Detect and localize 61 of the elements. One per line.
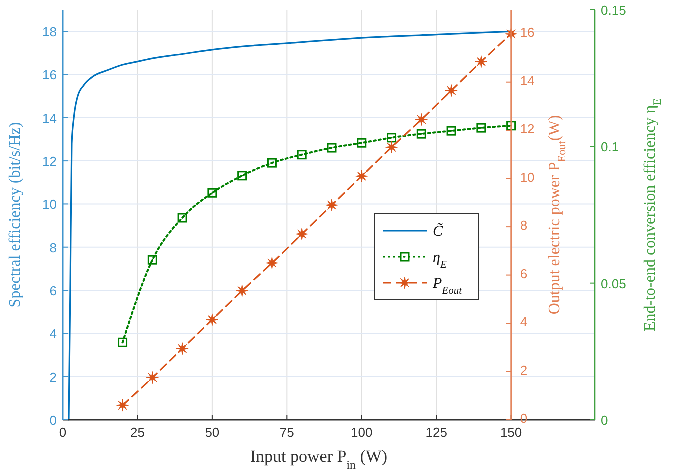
point [386, 141, 398, 154]
y2-tick-label: 2 [520, 362, 528, 378]
point [206, 314, 219, 326]
point [327, 143, 337, 153]
y2-tick-label: 10 [520, 170, 535, 185]
point [146, 372, 159, 384]
x-tick-label: 50 [205, 425, 220, 440]
point [297, 150, 307, 160]
x-tick-label: 100 [351, 425, 373, 440]
point [208, 188, 218, 198]
point [116, 399, 130, 412]
point [236, 284, 249, 298]
point [118, 338, 128, 348]
point [238, 171, 248, 181]
x-tick-label: 25 [130, 425, 145, 440]
y-tick-label: 10 [42, 197, 57, 212]
point [387, 133, 397, 143]
y-tick-label: 14 [42, 110, 57, 126]
point [326, 199, 338, 212]
point [416, 129, 426, 139]
point [148, 255, 158, 265]
point [176, 342, 189, 356]
legend-label: η$_{E}$ [433, 250, 448, 270]
point [178, 213, 188, 223]
y2-tick-label: 14 [520, 73, 535, 88]
point [356, 170, 368, 183]
point [446, 126, 456, 136]
x-tick-label: 125 [426, 425, 448, 440]
y2-tick-label: 6 [520, 266, 528, 282]
y-tick-label: 6 [50, 284, 57, 299]
y-tick-label: 2 [50, 370, 57, 385]
legend-label: C̃ [433, 222, 444, 240]
y-tick-label: 18 [42, 24, 57, 40]
y3-tick-label: 0.05 [601, 276, 626, 292]
x-tick-label: 0 [59, 425, 67, 440]
y2-tick-label: 16 [520, 25, 535, 40]
point [296, 228, 308, 241]
point [266, 256, 278, 270]
point [267, 158, 277, 168]
y-axis-title: Spectral efficiency (bit/s/Hz) [7, 122, 24, 308]
y3-tick-label: 0 [601, 413, 608, 428]
y-tick-label: 8 [50, 240, 57, 256]
point [415, 113, 428, 126]
point [357, 138, 367, 148]
y3-tick-label: 0.1 [601, 140, 620, 155]
y3-tick-label: 0.15 [601, 3, 626, 18]
y-tick-label: 0 [50, 413, 57, 428]
y2-tick-label: 8 [520, 218, 528, 234]
y2-tick-label: 4 [520, 314, 528, 330]
x-axis-title: Input power P$_{in}$ (W) [250, 447, 388, 472]
y-tick-label: 12 [42, 154, 57, 170]
y-tick-label: 16 [42, 68, 57, 83]
point [445, 84, 458, 98]
point [475, 56, 488, 68]
x-tick-label: 75 [280, 425, 294, 440]
y2-tick-label: 12 [520, 122, 535, 137]
x-tick-label: 150 [500, 425, 522, 440]
legend-label: P$_{Eout}$ [432, 276, 464, 296]
point [476, 123, 486, 133]
point [506, 121, 516, 131]
y-tick-label: 4 [50, 326, 57, 342]
